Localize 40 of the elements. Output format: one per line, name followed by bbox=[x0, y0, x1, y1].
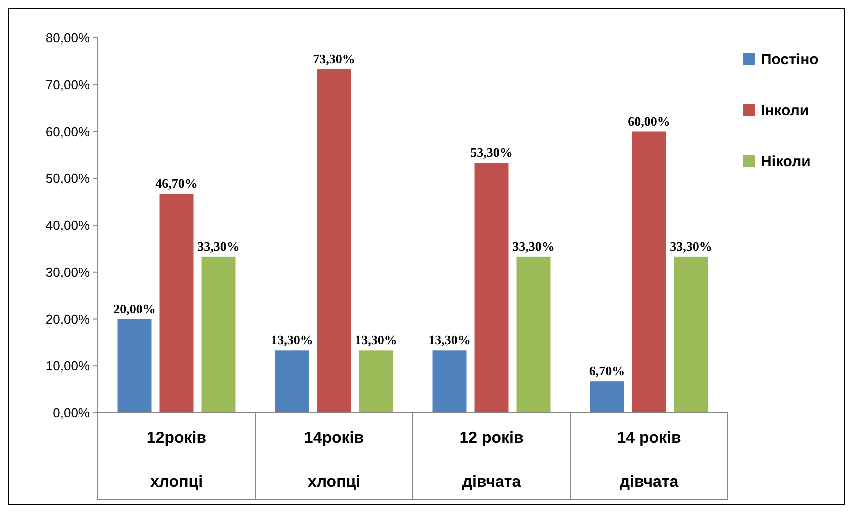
data-label: 13,30% bbox=[428, 332, 471, 348]
data-label: 6,70% bbox=[589, 364, 626, 379]
bar bbox=[474, 163, 509, 413]
data-label: 33,30% bbox=[512, 238, 555, 254]
data-label: 33,30% bbox=[198, 238, 240, 254]
category-label: 14 років дівчата bbox=[617, 430, 682, 491]
data-label: 13,30% bbox=[355, 332, 398, 348]
data-label: 53,30% bbox=[470, 145, 513, 160]
data-label: 46,70% bbox=[156, 176, 198, 192]
bar bbox=[632, 132, 666, 413]
y-tick-label: 50,00% bbox=[46, 171, 90, 186]
bar bbox=[317, 69, 352, 413]
data-label: 60,00% bbox=[628, 114, 670, 129]
bar bbox=[118, 319, 152, 413]
category-label: 12років хлопці bbox=[146, 430, 207, 491]
bar bbox=[202, 256, 236, 413]
y-tick-label: 40,00% bbox=[46, 218, 90, 234]
y-tick-label: 70,00% bbox=[46, 77, 90, 92]
bar bbox=[432, 350, 467, 413]
bar bbox=[359, 350, 394, 413]
bar bbox=[275, 350, 310, 413]
y-tick-label: 20,00% bbox=[46, 312, 90, 327]
bar bbox=[516, 256, 551, 413]
bar bbox=[160, 194, 194, 413]
legend-label: Постіно bbox=[761, 51, 819, 68]
data-label: 13,30% bbox=[271, 332, 314, 348]
category-label: 12 років дівчата bbox=[460, 430, 524, 491]
legend-label: Інколи bbox=[761, 102, 810, 120]
y-tick-label: 60,00% bbox=[46, 124, 90, 140]
y-tick-label: 30,00% bbox=[46, 264, 90, 280]
data-label: 33,30% bbox=[670, 238, 712, 254]
y-tick-label: 0,00% bbox=[53, 406, 90, 421]
bar bbox=[590, 382, 624, 413]
data-label: 73,30% bbox=[313, 51, 356, 66]
y-tick-label: 80,00% bbox=[46, 30, 90, 46]
y-tick-label: 10,00% bbox=[46, 358, 90, 374]
bar bbox=[674, 256, 708, 413]
data-label: 20,00% bbox=[114, 301, 156, 316]
legend-label: Ніколи bbox=[761, 153, 811, 170]
category-label: 14років хлопці bbox=[304, 430, 364, 491]
